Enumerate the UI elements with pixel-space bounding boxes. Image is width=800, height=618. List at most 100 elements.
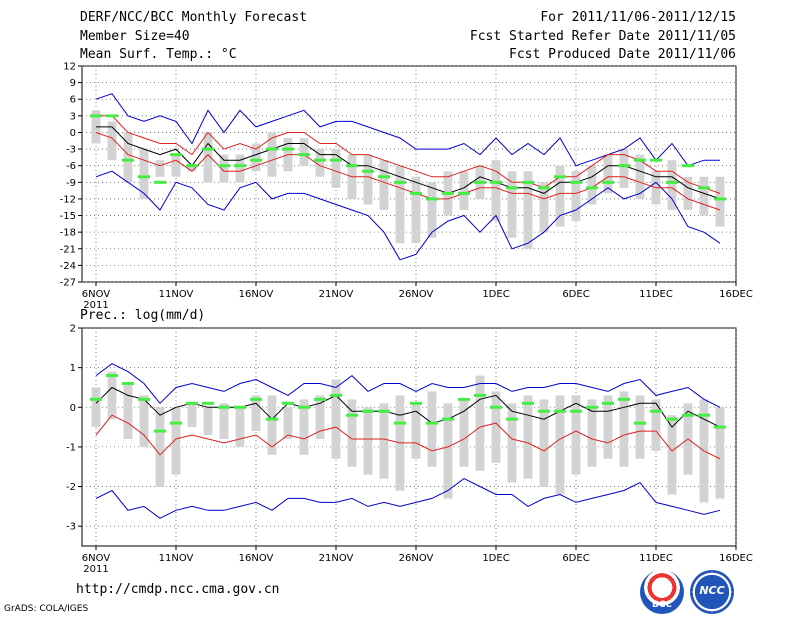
ensemble-bar <box>331 149 341 188</box>
ensemble-max-line <box>95 363 721 408</box>
observed-marker <box>442 417 454 421</box>
y-tick-label: 2 <box>70 324 76 335</box>
ensemble-bar <box>299 138 309 166</box>
observed-marker <box>250 158 262 162</box>
ensemble-bar <box>171 407 181 475</box>
observed-marker <box>378 175 390 179</box>
observed-marker <box>442 191 454 195</box>
ensemble-bar <box>379 160 389 210</box>
observed-marker <box>282 401 294 405</box>
observed-marker <box>650 158 662 162</box>
x-tick-label: 11NOV <box>159 289 194 300</box>
ensemble-bar <box>171 154 181 177</box>
ensemble-bar <box>459 399 469 467</box>
observed-marker <box>474 180 486 184</box>
ensemble-mean-line <box>96 126 721 200</box>
y-tick-label: 1 <box>70 363 76 374</box>
observed-marker <box>586 186 598 190</box>
ensemble-bar <box>635 154 645 199</box>
x-tick-label: 16DEC <box>719 289 753 300</box>
observed-marker <box>474 393 486 397</box>
observed-marker <box>522 180 534 184</box>
x-tick-label: 26NOV <box>399 289 434 300</box>
ensemble-bar <box>187 403 197 428</box>
observed-marker <box>122 158 134 162</box>
observed-marker <box>138 175 150 179</box>
ensemble-bar <box>459 171 469 210</box>
ensemble-bar <box>475 375 485 471</box>
observed-marker <box>234 164 246 168</box>
ensemble-bar <box>235 407 245 447</box>
y-tick-label: -3 <box>66 522 76 533</box>
ensemble-bar <box>139 149 149 199</box>
observed-marker <box>698 413 710 417</box>
bcc-logo-text: BCC <box>651 600 673 610</box>
observed-marker <box>106 374 118 378</box>
refer-date: Fcst Started Refer Date 2011/11/05 <box>469 29 736 44</box>
observed-marker <box>266 417 278 421</box>
website-link[interactable]: http://cmdp.ncc.cma.gov.cn <box>76 582 280 597</box>
observed-marker <box>186 401 198 405</box>
observed-marker <box>490 180 502 184</box>
ensemble-bar <box>587 165 597 205</box>
observed-marker <box>138 397 150 401</box>
x-tick-label: 21NOV <box>319 289 354 300</box>
x-tick-label: 16DEC <box>719 553 753 564</box>
y-tick-label: -3 <box>66 145 76 156</box>
ensemble-bar <box>123 132 133 183</box>
ensemble-bar <box>251 395 261 432</box>
observed-marker <box>362 409 374 413</box>
ensemble-min-line <box>95 478 721 519</box>
y-tick-label: -27 <box>60 278 76 289</box>
observed-marker <box>490 405 502 409</box>
ensemble-bar <box>523 171 533 249</box>
observed-marker <box>522 401 534 405</box>
observed-marker <box>298 405 310 409</box>
observed-marker <box>314 158 326 162</box>
y-tick-label: -9 <box>66 178 76 189</box>
observed-marker <box>330 393 342 397</box>
x-tick-label: 6DEC <box>562 553 589 564</box>
ensemble-bar <box>507 403 517 483</box>
observed-marker <box>570 180 582 184</box>
ensemble-bar <box>539 399 549 487</box>
ensemble-bar <box>203 132 213 183</box>
observed-marker <box>426 421 438 425</box>
ensemble-bar <box>315 149 325 177</box>
observed-marker <box>586 405 598 409</box>
ensemble-bar <box>491 391 501 463</box>
chart-panel-2: 2 1 0 -1 -2 -3 6NOV 11NOV 16NOV 21NOV 26NOV 1DEC 6DE… <box>66 324 753 576</box>
x-tick-label: 11DEC <box>639 289 673 300</box>
ensemble-bar <box>219 403 229 439</box>
ensemble-bar <box>491 160 501 222</box>
observed-marker <box>554 409 566 413</box>
ncc-logo-text: NCC <box>699 584 725 597</box>
lower-spread-line <box>95 132 721 211</box>
ensemble-bar <box>699 176 709 216</box>
ensemble-bar <box>123 383 133 439</box>
x-tick-label: 11NOV <box>159 553 194 564</box>
observed-marker <box>666 417 678 421</box>
observed-marker <box>634 421 646 425</box>
ensemble-bar <box>331 379 341 459</box>
ensemble-bar <box>267 132 277 177</box>
ensemble-bar <box>571 171 581 222</box>
ncc-logo: NCC <box>690 570 734 614</box>
ensemble-mean-line <box>95 386 721 428</box>
ensemble-bar <box>235 154 245 183</box>
ensemble-bar <box>667 160 677 210</box>
produced-date: Fcst Produced Date 2011/11/06 <box>509 47 736 62</box>
ensemble-bar <box>715 407 725 499</box>
ensemble-bar <box>667 415 677 495</box>
x-tick-label: 16NOV <box>239 553 274 564</box>
ensemble-bar <box>683 176 693 210</box>
ensemble-bar <box>155 160 165 177</box>
ensemble-bar <box>603 395 613 459</box>
forecast-period: For 2011/11/06-2011/12/15 <box>540 10 736 25</box>
observed-marker <box>346 413 358 417</box>
observed-marker <box>538 186 550 190</box>
observed-marker <box>170 421 182 425</box>
ensemble-bar <box>555 165 565 227</box>
ensemble-bar <box>363 407 373 475</box>
y-tick-label: -6 <box>66 161 76 172</box>
